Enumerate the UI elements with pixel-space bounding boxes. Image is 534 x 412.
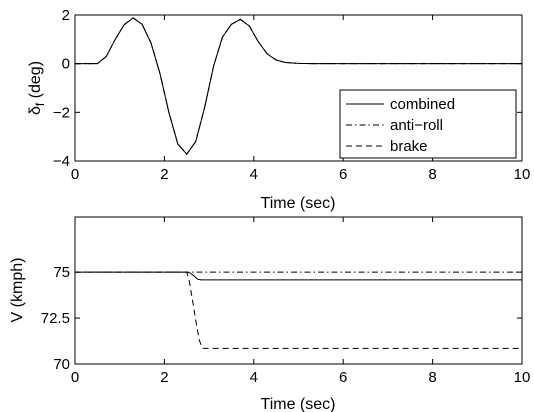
- velocity-x-tick-label: 2: [160, 369, 168, 386]
- legend-label-combined: combined: [390, 96, 455, 113]
- steering-y-tick-label: 0: [62, 56, 70, 73]
- velocity-x-tick-label: 10: [514, 369, 531, 386]
- steering-x-tick-label: 2: [160, 166, 168, 183]
- steering-x-tick-label: 10: [514, 166, 531, 183]
- legend-box: [339, 89, 517, 159]
- steering-y-tick-label: 2: [62, 7, 70, 24]
- velocity-series-solid: [75, 271, 522, 281]
- velocity-x-axis-label: Time (sec): [261, 396, 336, 412]
- velocity-x-tick-label: 6: [339, 369, 347, 386]
- steering-x-tick-label: 0: [71, 166, 79, 183]
- steering-y-tick-label: −2: [53, 104, 70, 121]
- steering-series-dashed: [75, 17, 522, 155]
- steering-x-tick-label: 6: [339, 166, 347, 183]
- velocity-x-tick-label: 4: [250, 369, 258, 386]
- velocity-series-lines: [75, 271, 522, 349]
- steering-plot-frame: [74, 14, 523, 162]
- steering-x-tick-label: 8: [428, 166, 436, 183]
- velocity-y-tick-label: 70: [53, 356, 70, 373]
- velocity-series-dashed: [75, 271, 522, 349]
- legend-label-anti-roll: anti−roll: [390, 117, 443, 134]
- velocity-plot-frame: [74, 216, 523, 365]
- steering-angle-panel: 0 2 4 6 8 10 −4 −2 0 2 Time (sec) δf (deg) combi…: [27, 7, 530, 212]
- velocity-y-ticks: 70 72.5 75: [41, 264, 522, 373]
- steering-y-axis-label: δf (deg): [27, 61, 47, 115]
- velocity-x-tick-label: 8: [428, 369, 436, 386]
- velocity-y-tick-label: 72.5: [41, 310, 70, 327]
- velocity-x-ticks: 0 2 4 6 8 10: [71, 217, 531, 386]
- steering-series-lines: [75, 17, 522, 155]
- steering-y-tick-label: −4: [53, 153, 70, 170]
- velocity-panel: 0 2 4 6 8 10 70 72.5 75 Time (sec) V (kmph): [9, 216, 531, 412]
- steering-x-tick-label: 4: [250, 166, 258, 183]
- steering-x-axis-label: Time (sec): [261, 195, 336, 212]
- velocity-y-tick-label: 75: [53, 264, 70, 281]
- legend: combined anti−roll brake: [339, 89, 517, 159]
- velocity-y-axis-label: V (kmph): [9, 258, 26, 323]
- velocity-x-tick-label: 0: [71, 369, 79, 386]
- legend-label-brake: brake: [390, 138, 428, 155]
